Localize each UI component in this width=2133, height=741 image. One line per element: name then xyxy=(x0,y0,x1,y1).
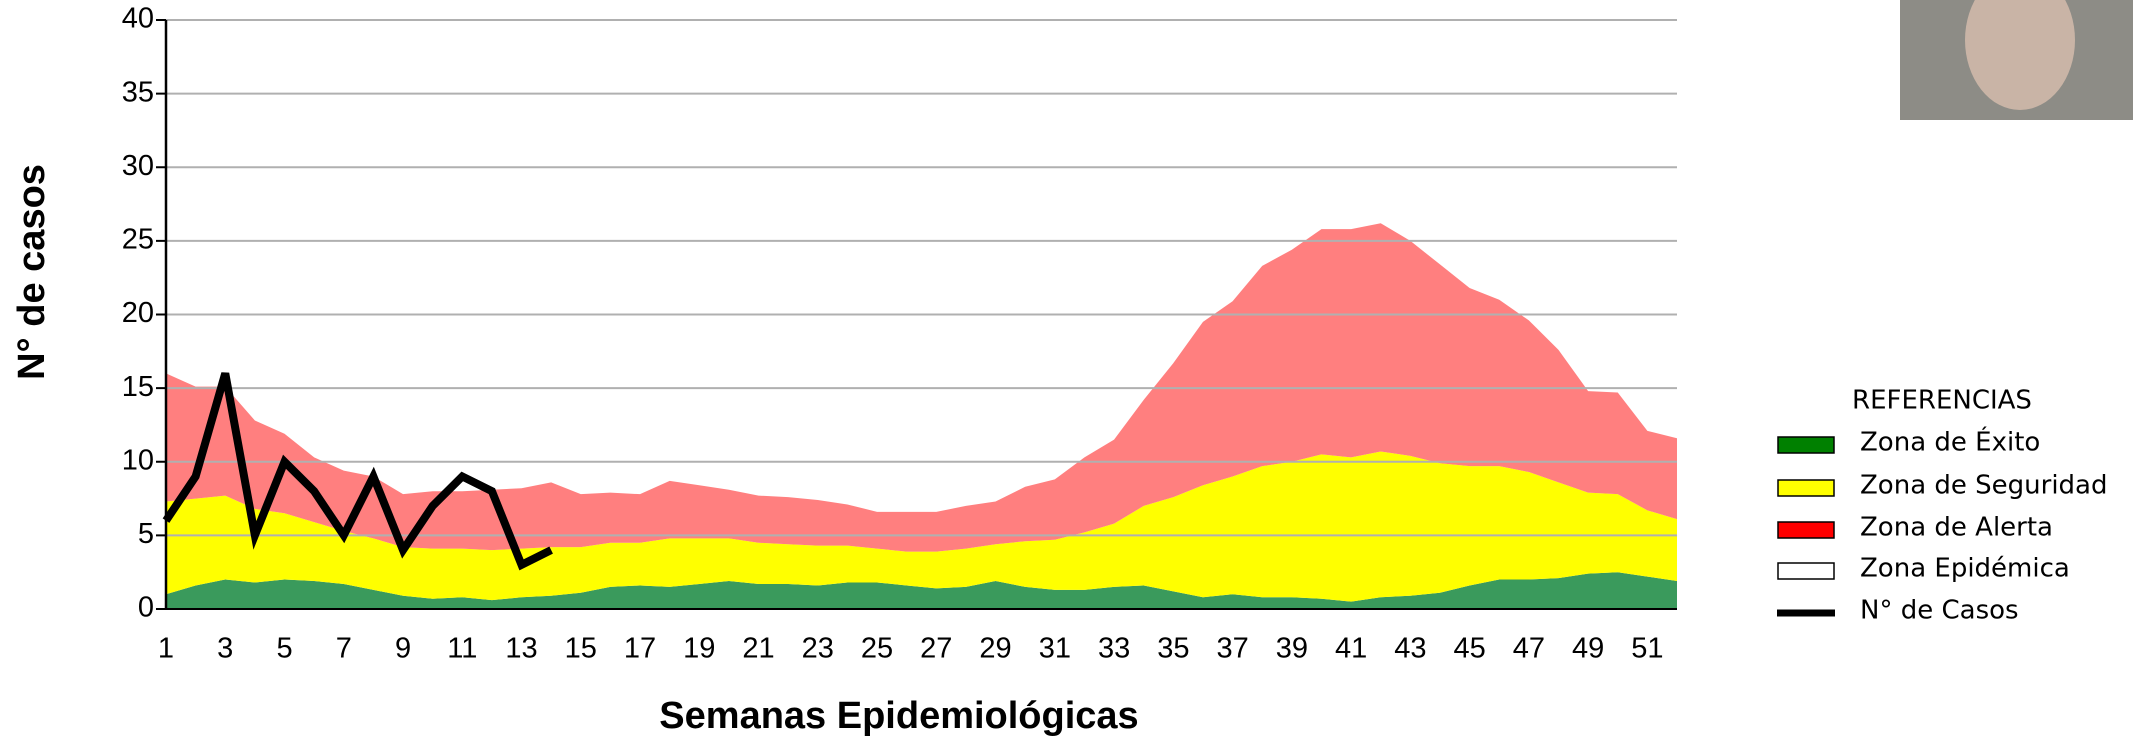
legend-label: Zona de Alerta xyxy=(1860,513,2053,543)
x-tick-label: 47 xyxy=(1513,633,1545,665)
x-tick-label: 39 xyxy=(1276,633,1308,665)
legend-title: REFERENCIAS xyxy=(1852,386,2032,416)
legend-label: Zona de Éxito xyxy=(1860,426,2040,458)
x-tick-label: 25 xyxy=(861,633,893,665)
legend-swatch xyxy=(1778,437,1834,453)
x-tick-label: 51 xyxy=(1631,633,1663,665)
x-tick-label: 9 xyxy=(395,633,411,665)
x-tick-label: 13 xyxy=(505,633,537,665)
y-tick-label: 15 xyxy=(122,371,154,403)
x-tick-label: 5 xyxy=(276,633,292,665)
chart: Semanas Epidemiológicas N° de casos 0 5 10… xyxy=(0,0,2133,741)
y-tick-label: 5 xyxy=(138,518,154,550)
legend-swatch xyxy=(1778,522,1834,538)
legend-label: Zona de Seguridad xyxy=(1860,471,2108,501)
y-tick-label: 30 xyxy=(122,150,154,182)
legend-label: Zona Epidémica xyxy=(1860,554,2070,584)
x-tick-label: 31 xyxy=(1039,633,1071,665)
y-tick-label: 25 xyxy=(122,224,154,256)
x-tick-label: 21 xyxy=(742,633,774,665)
x-tick-label: 19 xyxy=(683,633,715,665)
legend-label: N° de Casos xyxy=(1860,596,2019,626)
x-tick-label: 37 xyxy=(1216,633,1248,665)
x-tick-label: 15 xyxy=(565,633,597,665)
x-tick-label: 49 xyxy=(1572,633,1604,665)
x-tick-label: 1 xyxy=(158,633,174,665)
x-tick-label: 33 xyxy=(1098,633,1130,665)
x-tick-label: 45 xyxy=(1453,633,1485,665)
y-tick-label: 20 xyxy=(122,297,154,329)
legend-swatch xyxy=(1778,563,1834,579)
y-tick-label: 35 xyxy=(122,76,154,108)
x-tick-label: 41 xyxy=(1335,633,1367,665)
y-tick-label: 0 xyxy=(138,592,154,624)
y-tick-label: 40 xyxy=(122,3,154,35)
x-tick-label: 17 xyxy=(624,633,656,665)
x-axis-title: Semanas Epidemiológicas xyxy=(659,695,1138,737)
x-tick-label: 43 xyxy=(1394,633,1426,665)
y-axis-title: N° de casos xyxy=(11,164,53,380)
x-tick-label: 7 xyxy=(336,633,352,665)
legend-swatch xyxy=(1778,480,1834,496)
x-tick-label: 27 xyxy=(920,633,952,665)
x-tick-label: 23 xyxy=(802,633,834,665)
x-tick-label: 35 xyxy=(1157,633,1189,665)
x-tick-label: 3 xyxy=(217,633,233,665)
y-tick-label: 10 xyxy=(122,444,154,476)
x-tick-label: 11 xyxy=(447,633,477,665)
x-tick-label: 29 xyxy=(979,633,1011,665)
